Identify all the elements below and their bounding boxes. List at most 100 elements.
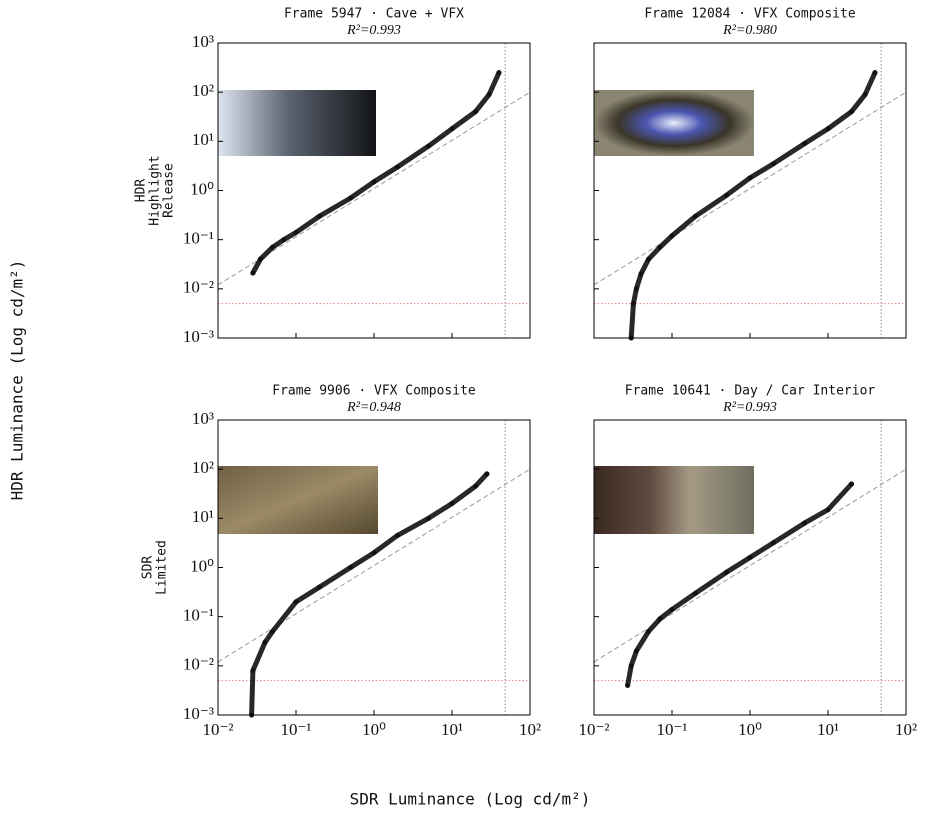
inset-image bbox=[218, 466, 378, 534]
x-axis-label: SDR Luminance (Log cd/m²) bbox=[350, 790, 591, 809]
chart-title: Frame 12084 · VFX Composite bbox=[644, 7, 855, 22]
x-tick-label: 10⁰ bbox=[738, 720, 762, 739]
x-tick-label: 10⁻¹ bbox=[280, 720, 311, 739]
x-tick-label: 10⁻² bbox=[578, 720, 609, 739]
data-point bbox=[371, 550, 377, 556]
data-point bbox=[348, 195, 354, 201]
data-point bbox=[281, 237, 287, 243]
data-point bbox=[747, 175, 753, 181]
data-point bbox=[633, 648, 639, 654]
data-point bbox=[770, 540, 776, 546]
diagonal bbox=[217, 91, 531, 286]
inset-image bbox=[594, 90, 754, 156]
data-point bbox=[692, 590, 698, 596]
data-point bbox=[394, 164, 400, 170]
x-tick-label: 10⁻¹ bbox=[656, 720, 687, 739]
chart-subtitle: R²=0.993 bbox=[722, 400, 777, 415]
chart-title: Frame 10641 · Day / Car Interior bbox=[625, 384, 876, 399]
inset-image bbox=[594, 466, 754, 534]
y-tick-label: 10⁻² bbox=[183, 278, 214, 297]
y-tick-label: 10¹ bbox=[192, 130, 214, 149]
data-point bbox=[449, 501, 455, 507]
data-point bbox=[802, 520, 808, 526]
y-tick-label: 10⁻¹ bbox=[183, 606, 214, 625]
x-tick-label: 10¹ bbox=[441, 720, 463, 739]
y-axis-label: HDR Luminance (Log cd/m²) bbox=[8, 260, 27, 501]
x-tick-label: 10⁰ bbox=[362, 720, 386, 739]
data-point bbox=[669, 606, 675, 612]
data-point bbox=[484, 471, 490, 477]
data-point bbox=[293, 599, 299, 605]
data-point bbox=[394, 532, 400, 538]
y-tick-label: 10⁻¹ bbox=[183, 229, 214, 248]
plot-frame bbox=[217, 42, 531, 339]
data-point bbox=[633, 286, 639, 292]
data-point bbox=[638, 271, 644, 277]
plot-frame bbox=[593, 419, 907, 716]
data-point bbox=[724, 192, 730, 198]
data-point bbox=[657, 616, 663, 622]
data-point bbox=[646, 256, 652, 262]
data-point bbox=[270, 628, 276, 634]
chart-subtitle: R²=0.948 bbox=[346, 400, 401, 415]
data-point bbox=[825, 507, 831, 513]
chart-subtitle: R²=0.993 bbox=[346, 23, 401, 38]
data-point bbox=[657, 244, 663, 250]
data-point bbox=[747, 554, 753, 560]
plot-frame bbox=[593, 42, 907, 339]
row-label: HDR bbox=[134, 179, 149, 203]
data-point bbox=[316, 584, 322, 590]
data-point bbox=[692, 213, 698, 219]
data-point bbox=[848, 109, 854, 115]
data-point bbox=[628, 663, 634, 669]
data-point bbox=[472, 483, 478, 489]
x-tick-label: 10² bbox=[519, 720, 541, 739]
data-point bbox=[646, 628, 652, 634]
y-tick-label: 10⁰ bbox=[190, 556, 214, 575]
data-point bbox=[802, 141, 808, 147]
data-point bbox=[293, 229, 299, 235]
data-point bbox=[669, 233, 675, 239]
data-point bbox=[371, 179, 377, 185]
y-tick-label: 10⁻³ bbox=[183, 704, 214, 723]
y-tick-label: 10¹ bbox=[192, 507, 214, 526]
data-point bbox=[270, 244, 276, 250]
diagonal bbox=[217, 468, 531, 663]
x-tick-label: 10¹ bbox=[817, 720, 839, 739]
data-point bbox=[496, 70, 502, 76]
data-point bbox=[257, 256, 263, 262]
data-band bbox=[628, 70, 878, 341]
data-point bbox=[348, 565, 354, 570]
data-point bbox=[472, 109, 478, 115]
row-label: SDR bbox=[141, 556, 156, 580]
inset-image bbox=[218, 90, 376, 156]
data-point bbox=[630, 301, 636, 307]
data-point bbox=[486, 91, 492, 97]
data-point bbox=[449, 126, 455, 132]
diagonal bbox=[593, 468, 907, 663]
data-point bbox=[872, 70, 878, 76]
diagonal bbox=[593, 91, 907, 286]
y-tick-label: 10⁰ bbox=[190, 179, 214, 198]
y-tick-label: 10³ bbox=[192, 409, 214, 428]
y-tick-label: 10² bbox=[192, 458, 214, 477]
data-point bbox=[625, 682, 631, 688]
x-tick-label: 10⁻² bbox=[202, 720, 233, 739]
data-point bbox=[250, 668, 256, 674]
data-point bbox=[724, 569, 730, 575]
chart-title: Frame 9906 · VFX Composite bbox=[272, 384, 476, 399]
data-point bbox=[862, 91, 868, 97]
data-point bbox=[426, 515, 432, 521]
row-label: Highlight bbox=[148, 155, 163, 225]
data-point bbox=[825, 126, 831, 132]
data-point bbox=[262, 639, 268, 645]
data-point bbox=[770, 161, 776, 167]
x-tick-label: 10² bbox=[895, 720, 917, 739]
row-label: Release bbox=[162, 163, 177, 218]
data-point bbox=[316, 213, 322, 219]
chart-title: Frame 5947 · Cave + VFX bbox=[284, 7, 464, 22]
y-tick-label: 10² bbox=[192, 81, 214, 100]
data-point bbox=[250, 270, 256, 276]
row-label: Limited bbox=[155, 540, 170, 595]
